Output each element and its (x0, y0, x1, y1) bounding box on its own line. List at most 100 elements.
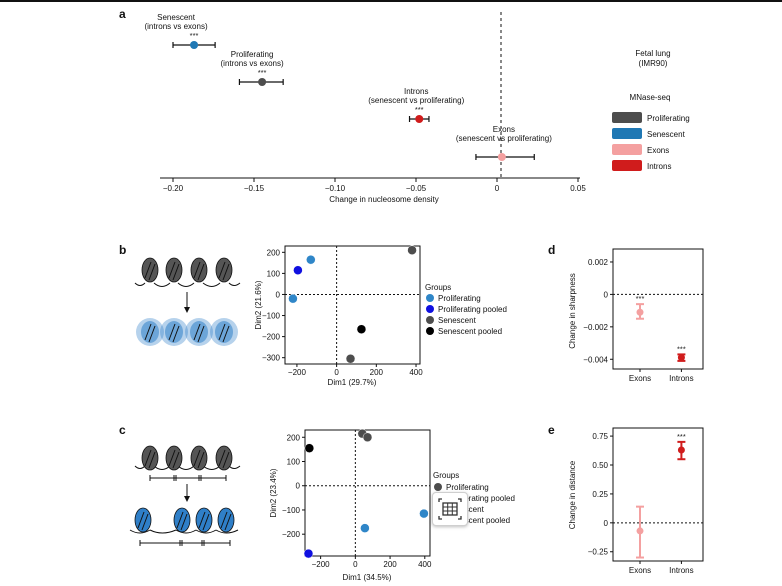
legend-label-senescent: Senescent (647, 130, 686, 139)
pca-point (419, 508, 429, 519)
legend-swatch-senescent (612, 128, 642, 139)
panel-e-plot-frame (612, 427, 704, 562)
x-tick-label: −200 (312, 560, 331, 569)
data-point (636, 527, 644, 535)
panel-b-nucleosome-illustration (134, 257, 241, 346)
pca-point (293, 265, 303, 275)
y-tick-label: 0.50 (592, 461, 608, 470)
x-tick-label: −0.15 (244, 184, 265, 193)
nucleosome-stripe (202, 513, 210, 531)
nucleosome-stripe (172, 451, 180, 469)
x-tick-label: 200 (370, 368, 384, 377)
x-tick-label: Introns (669, 566, 693, 575)
nucleosome-stripe (172, 325, 180, 343)
point-label-sub: (introns vs exons) (144, 22, 207, 31)
data-point (258, 78, 267, 86)
nucleosome-stripe (168, 261, 176, 279)
pca-point (356, 324, 367, 334)
pca-point (304, 443, 315, 453)
point-label-sub: (senescent vs proliferating) (456, 134, 552, 143)
panel-b-legend-title: Groups (425, 283, 451, 292)
y-tick-label: −0.002 (583, 323, 608, 332)
legend-swatch-exons (612, 144, 642, 155)
panel-b-x-label: Dim1 (29.7%) (328, 378, 377, 387)
y-tick-label: 0.25 (592, 490, 608, 499)
panel-b-pca-plot: −200 0 200 400 200 100 0 −100 −200 −300 Dim1 (29.… (254, 245, 507, 387)
top-border (0, 0, 782, 2)
nucleosome-stripe (222, 325, 230, 343)
legend-label: Proliferating (446, 483, 489, 492)
panel-e-distance-plot: 0.75 0.50 0.25 0 −0.25 Exons *** Introns Change… (568, 427, 704, 575)
y-tick-label: 0 (276, 290, 281, 299)
x-tick-label: 0 (353, 560, 358, 569)
table-grid-button[interactable] (432, 492, 468, 526)
panel-a-legend-title: MNase-seq (630, 93, 671, 102)
x-tick-label: 0 (495, 184, 500, 193)
x-tick-label: 400 (418, 560, 432, 569)
data-point (677, 354, 685, 362)
panel-letter-b: b (119, 243, 126, 257)
y-tick-label: 0.75 (592, 432, 608, 441)
y-tick-label: −100 (262, 312, 281, 321)
y-tick-label: −0.004 (583, 355, 608, 364)
x-tick-label: Exons (629, 566, 651, 575)
nucleosome-stripe (168, 323, 176, 341)
panel-c-x-label: Dim1 (34.5%) (343, 573, 392, 582)
nucleosome-stripe (222, 263, 230, 281)
significance-label: *** (415, 105, 424, 114)
legend-marker (426, 305, 434, 313)
legend-label: Senescent pooled (438, 327, 502, 336)
panel-a-title-line1: Fetal lung (635, 49, 670, 58)
nucleosome-stripe (193, 449, 201, 467)
panel-d-y-label: Change in sharpness (568, 273, 577, 349)
x-tick-label: Exons (629, 374, 651, 383)
nucleosome-stripe (222, 451, 230, 469)
nucleosome-stripe (148, 263, 156, 281)
point-label-sub: (introns vs exons) (221, 59, 284, 68)
x-tick-label: 200 (383, 560, 397, 569)
data-point (190, 41, 199, 49)
nucleosome-stripe (148, 325, 156, 343)
panel-a-x-label: Change in nucleosome density (329, 195, 438, 204)
point-label: Senescent (157, 13, 196, 22)
nucleosome-stripe (218, 261, 226, 279)
nucleosome-stripe (197, 325, 205, 343)
legend-marker (426, 327, 434, 335)
pca-point (303, 548, 314, 559)
nucleosome-stripe (198, 511, 206, 529)
pca-point (306, 254, 316, 265)
panel-c-nucleosome-illustration (129, 445, 241, 546)
nucleosome-stripe (180, 513, 188, 531)
y-tick-label: −300 (262, 354, 281, 363)
dna-strand (134, 465, 241, 470)
y-tick-label: 100 (267, 269, 281, 278)
legend-label-exons: Exons (647, 146, 669, 155)
table-grid-icon (438, 498, 462, 520)
panel-b-plot-frame (284, 245, 421, 365)
x-tick-label: 0.05 (570, 184, 586, 193)
x-tick-label: −0.10 (325, 184, 346, 193)
dna-strand (129, 529, 239, 534)
significance-label: *** (677, 344, 686, 353)
x-tick-label: 0 (334, 368, 339, 377)
legend-label-proliferating: Proliferating (647, 114, 690, 123)
legend-marker (426, 316, 434, 324)
panel-a-forest-plot: −0.20 −0.15 −0.10 −0.05 0 0.05 Senescent(intr… (144, 12, 690, 204)
spacing-ruler-top (149, 475, 227, 481)
x-tick-label: 400 (409, 368, 423, 377)
nucleosome-stripe (137, 511, 145, 529)
nucleosome-stripe (168, 449, 176, 467)
panel-a-title-line2: (IMR90) (639, 59, 668, 68)
y-tick-label: −200 (282, 530, 301, 539)
x-tick-label: −200 (288, 368, 307, 377)
nucleosome-stripe (220, 511, 228, 529)
x-tick-label: Introns (669, 374, 693, 383)
dna-strand (134, 282, 241, 287)
pca-point (362, 432, 373, 443)
y-tick-label: 100 (287, 458, 301, 467)
point-label: Exons (493, 125, 515, 134)
point-label-sub: (senescent vs proliferating) (368, 96, 464, 105)
arrow-head-icon (184, 307, 190, 313)
data-point (636, 308, 644, 316)
panel-b-y-label: Dim2 (21.6%) (254, 280, 263, 329)
